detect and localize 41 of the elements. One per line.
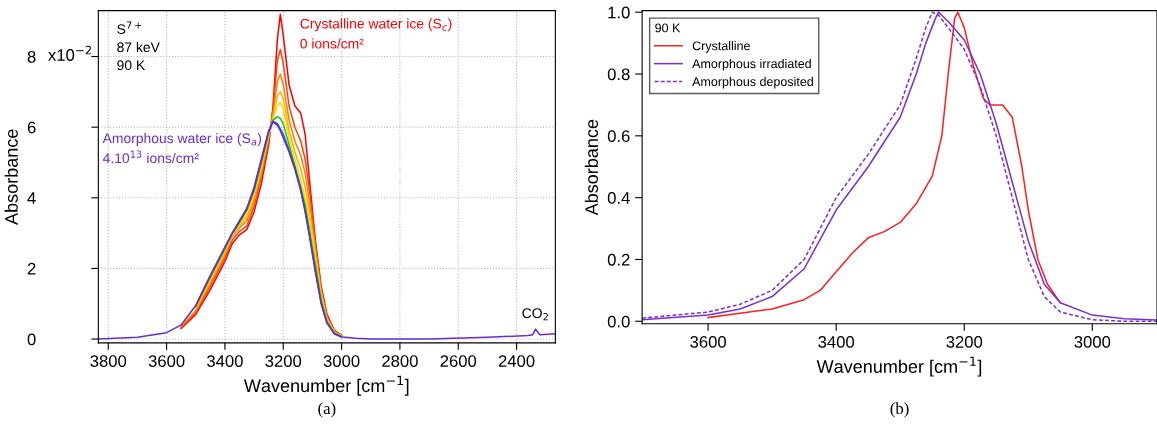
line-series	[98, 121, 556, 340]
annotation: 4.10$^{13}$ ions/cm²	[102, 150, 199, 164]
text: x10$^{−2}$	[48, 45, 92, 61]
x-tick-label: 3600	[690, 336, 726, 348]
y-tick-label: 0.2	[607, 253, 630, 266]
text: (b)	[890, 402, 909, 418]
x-tick-label: 3600	[148, 355, 185, 367]
x-tick-label: 3400	[818, 336, 855, 348]
y-tick-label: 0.8	[607, 68, 630, 81]
y-tick-label: 6	[27, 121, 36, 134]
x-tick-label: 2800	[382, 355, 418, 367]
legend-label: Amorphous irradiated	[692, 58, 811, 71]
x-tick-label: 3000	[323, 355, 360, 367]
text: S$^{7+}$ 87 keV 90 K	[117, 21, 160, 71]
x-tick-label: 3200	[946, 336, 983, 348]
y-tick-label: 8	[27, 50, 36, 63]
x-tick-label: 3800	[90, 355, 127, 367]
y-tick-label: 0.6	[607, 130, 630, 143]
legend-label: Crystalline	[692, 41, 750, 53]
x-axis-title: Wavenumber [cm$^{−1}$]	[816, 356, 982, 377]
x-tick-label: 2400	[498, 355, 535, 367]
y-tick-label: 0.0	[607, 315, 630, 328]
legend-title: 90 K	[655, 23, 681, 33]
y-tick-label: 4	[27, 192, 36, 204]
x-tick-label: 3000	[1074, 336, 1111, 348]
x-tick-label: 3200	[265, 355, 302, 367]
annotation: CO$_{2}$	[522, 308, 548, 321]
annotation: 0 ions/cm²	[300, 38, 364, 49]
annotation: Amorphous water ice (S$_{a}$)	[102, 132, 262, 146]
y-axis-title: Absorbance	[4, 129, 18, 225]
x-axis-title: Wavenumber [cm$^{−1}$]	[243, 375, 409, 396]
y-tick-label: 0	[27, 333, 36, 346]
annotation: Crystalline water ice (S$_{c}$)	[300, 18, 452, 32]
text: (a)	[318, 402, 336, 418]
legend-label: Amorphous deposited	[692, 76, 813, 89]
y-axis-title: Absorbance	[584, 119, 599, 216]
y-tick-label: 2	[27, 262, 36, 275]
y-tick-label: 0.4	[607, 192, 630, 204]
x-tick-label: 2600	[440, 355, 477, 367]
y-tick-label: 1.0	[608, 6, 630, 19]
x-tick-label: 3400	[207, 355, 243, 367]
